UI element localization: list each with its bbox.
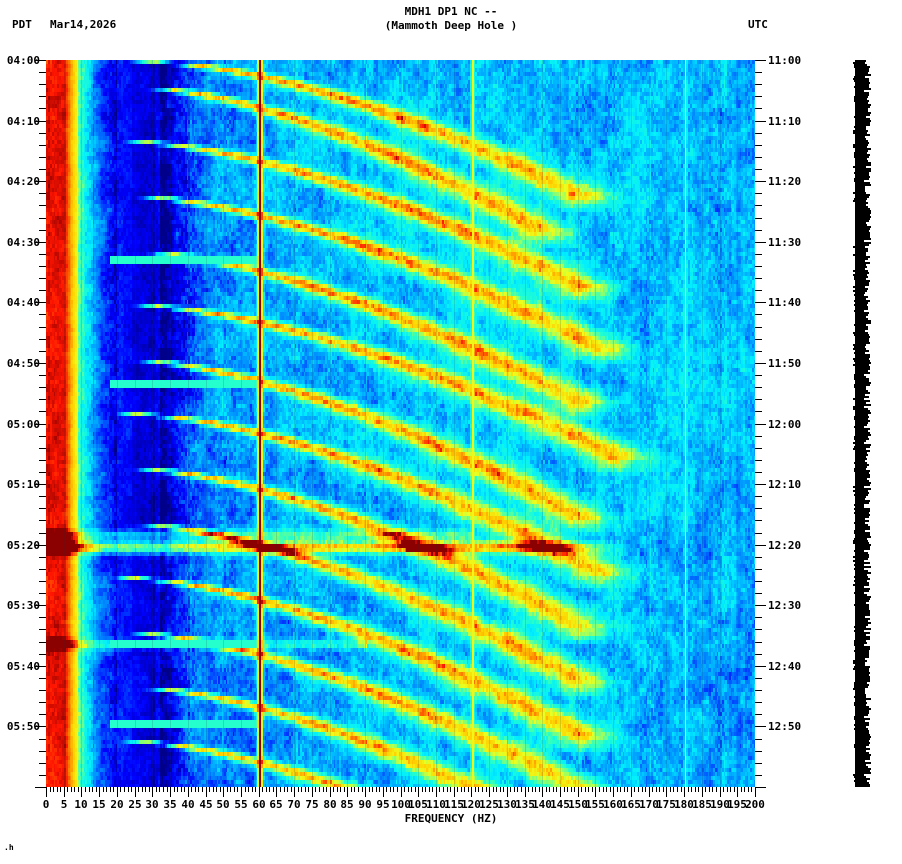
left-time-tick-05-10: 05:10 (6, 478, 40, 491)
freq-tick-45: 45 (199, 798, 213, 811)
header: PDT Mar14,2026 MDH1 DP1 NC -- (Mammoth D… (0, 0, 902, 46)
freq-tick-55: 55 (234, 798, 248, 811)
right-time-tick-12-20: 12:20 (768, 539, 802, 552)
freq-tick-125: 125 (479, 798, 499, 811)
left-time-tick-05-20: 05:20 (6, 539, 40, 552)
left-time-tick-05-30: 05:30 (6, 599, 40, 612)
freq-tick-130: 130 (497, 798, 517, 811)
right-time-tick-11-30: 11:30 (768, 236, 802, 249)
left-time-axis (35, 60, 46, 788)
freq-tick-30: 30 (145, 798, 159, 811)
freq-tick-50: 50 (216, 798, 230, 811)
right-time-tick-12-40: 12:40 (768, 660, 802, 673)
left-time-tick-04-20: 04:20 (6, 175, 40, 188)
freq-tick-100: 100 (391, 798, 411, 811)
freq-tick-180: 180 (674, 798, 694, 811)
right-time-tick-11-50: 11:50 (768, 357, 802, 370)
timezone-left-label: PDT (12, 18, 32, 31)
left-time-tick-05-00: 05:00 (6, 418, 40, 431)
freq-tick-15: 15 (92, 798, 106, 811)
corner-artifact-mark: .h (4, 843, 14, 852)
freq-tick-0: 0 (42, 798, 50, 811)
freq-tick-140: 140 (532, 798, 552, 811)
freq-tick-65: 65 (269, 798, 283, 811)
freq-tick-190: 190 (710, 798, 730, 811)
spectrogram-plot[interactable] (46, 60, 755, 787)
amplitude-strip-image (849, 60, 871, 787)
timezone-right-label: UTC (748, 18, 768, 31)
right-time-tick-12-10: 12:10 (768, 478, 802, 491)
freq-tick-135: 135 (515, 798, 535, 811)
freq-tick-25: 25 (128, 798, 142, 811)
left-time-tick-04-10: 04:10 (6, 115, 40, 128)
freq-tick-90: 90 (358, 798, 372, 811)
left-time-tick-04-40: 04:40 (6, 296, 40, 309)
freq-tick-35: 35 (163, 798, 177, 811)
left-time-tick-05-40: 05:40 (6, 660, 40, 673)
date-label: Mar14,2026 (50, 18, 117, 31)
right-time-tick-12-30: 12:30 (768, 599, 802, 612)
right-time-tick-12-00: 12:00 (768, 418, 802, 431)
left-time-tick-04-50: 04:50 (6, 357, 40, 370)
freq-tick-80: 80 (323, 798, 337, 811)
right-time-tick-11-00: 11:00 (768, 54, 802, 67)
right-time-tick-11-20: 11:20 (768, 175, 802, 188)
freq-tick-155: 155 (585, 798, 605, 811)
freq-tick-75: 75 (305, 798, 319, 811)
freq-tick-115: 115 (444, 798, 464, 811)
freq-tick-85: 85 (340, 798, 354, 811)
freq-tick-40: 40 (181, 798, 195, 811)
spectrogram-image (46, 60, 755, 787)
freq-tick-175: 175 (656, 798, 676, 811)
freq-tick-10: 10 (74, 798, 88, 811)
amplitude-strip (849, 60, 871, 787)
freq-tick-185: 185 (692, 798, 712, 811)
freq-tick-150: 150 (568, 798, 588, 811)
freq-tick-105: 105 (408, 798, 428, 811)
freq-tick-165: 165 (621, 798, 641, 811)
freq-tick-160: 160 (603, 798, 623, 811)
right-time-axis (755, 60, 766, 788)
freq-tick-20: 20 (110, 798, 124, 811)
right-time-tick-11-10: 11:10 (768, 115, 802, 128)
frequency-axis-title: FREQUENCY (HZ) (404, 812, 498, 825)
left-time-tick-04-30: 04:30 (6, 236, 40, 249)
right-time-tick-12-50: 12:50 (768, 720, 802, 733)
freq-tick-60: 60 (252, 798, 266, 811)
station-title: MDH1 DP1 NC -- (404, 5, 498, 18)
station-subtitle: (Mammoth Deep Hole ) (384, 19, 518, 32)
freq-tick-70: 70 (287, 798, 301, 811)
left-time-tick-04-00: 04:00 (6, 54, 40, 67)
left-time-tick-05-50: 05:50 (6, 720, 40, 733)
freq-tick-200: 200 (745, 798, 765, 811)
freq-tick-170: 170 (639, 798, 659, 811)
freq-tick-145: 145 (550, 798, 570, 811)
freq-tick-110: 110 (426, 798, 446, 811)
freq-tick-95: 95 (376, 798, 390, 811)
freq-tick-120: 120 (461, 798, 481, 811)
freq-tick-195: 195 (727, 798, 747, 811)
freq-tick-5: 5 (60, 798, 68, 811)
right-time-tick-11-40: 11:40 (768, 296, 802, 309)
